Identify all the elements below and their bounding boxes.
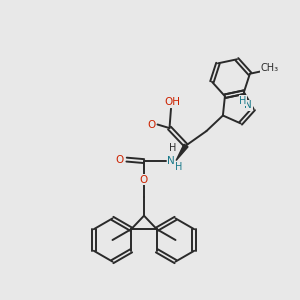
Text: O: O: [147, 119, 156, 130]
Text: N: N: [167, 155, 175, 166]
Text: N: N: [244, 100, 252, 110]
Text: CH₃: CH₃: [261, 63, 279, 73]
Text: O: O: [116, 154, 124, 165]
Text: O: O: [140, 175, 148, 185]
Text: OH: OH: [164, 97, 180, 107]
Text: H: H: [239, 96, 247, 106]
Polygon shape: [176, 144, 188, 160]
Text: H: H: [175, 161, 182, 172]
Text: H: H: [169, 143, 176, 153]
